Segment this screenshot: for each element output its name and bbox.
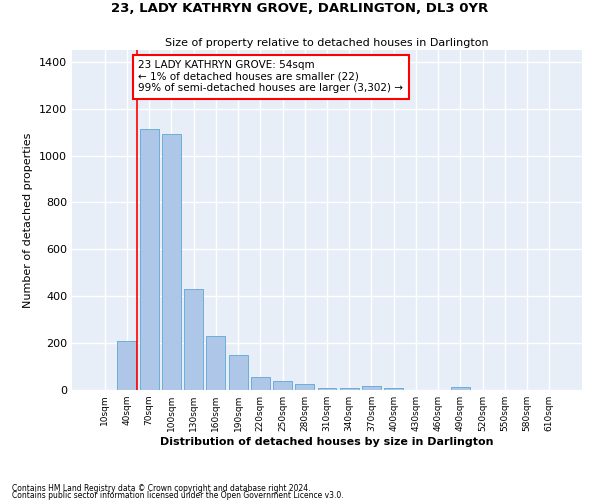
Bar	[451, 386, 470, 390]
Bar	[206, 336, 225, 390]
Bar	[162, 134, 181, 390]
Text: Contains public sector information licensed under the Open Government Licence v3: Contains public sector information licen…	[12, 490, 344, 500]
Bar	[273, 381, 292, 390]
Bar	[140, 128, 158, 390]
Bar	[317, 388, 337, 390]
Bar	[384, 388, 403, 390]
Text: 23 LADY KATHRYN GROVE: 54sqm
← 1% of detached houses are smaller (22)
99% of sem: 23 LADY KATHRYN GROVE: 54sqm ← 1% of det…	[139, 60, 403, 94]
Bar	[295, 384, 314, 390]
Title: Size of property relative to detached houses in Darlington: Size of property relative to detached ho…	[165, 38, 489, 48]
X-axis label: Distribution of detached houses by size in Darlington: Distribution of detached houses by size …	[160, 437, 494, 447]
Bar	[118, 341, 136, 390]
Bar	[362, 386, 381, 390]
Bar	[251, 376, 270, 390]
Text: Contains HM Land Registry data © Crown copyright and database right 2024.: Contains HM Land Registry data © Crown c…	[12, 484, 311, 493]
Text: 23, LADY KATHRYN GROVE, DARLINGTON, DL3 0YR: 23, LADY KATHRYN GROVE, DARLINGTON, DL3 …	[112, 2, 488, 16]
Y-axis label: Number of detached properties: Number of detached properties	[23, 132, 34, 308]
Bar	[340, 388, 359, 390]
Bar	[184, 289, 203, 390]
Bar	[229, 356, 248, 390]
